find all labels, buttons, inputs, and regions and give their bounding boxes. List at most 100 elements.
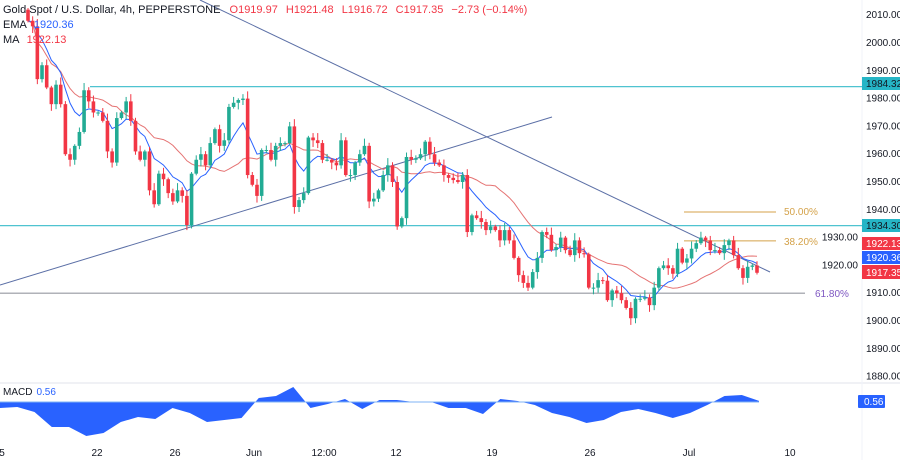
candle-up [386,158,390,182]
candle-down [615,285,619,299]
candle-body [320,143,325,160]
candle-body [699,237,703,244]
candle-down [395,176,399,230]
candle-body [199,154,203,160]
candle-body [643,297,647,299]
candle-down [731,235,736,259]
price-tick-label: 1960.00 [866,149,900,160]
candle-body [713,250,717,252]
ma-tag: 1922.13 [866,239,900,250]
candle-up [558,231,563,253]
candle-up [82,83,86,134]
candle-down [624,297,628,310]
candle-body [273,145,278,160]
candle-up [283,141,287,147]
price-tick-label: 1950.00 [866,177,900,188]
candle-body [315,140,320,144]
symbol-title[interactable]: Gold Spot / U.S. Dollar, 4h, PEPPERSTONE [3,4,221,16]
macd-legend[interactable]: MACD 0.56 [3,387,56,398]
indicator-lines [27,20,758,300]
time-tick-label: 5 [0,448,5,459]
candle-body [105,120,110,152]
legend-ema-row[interactable]: EMA 1920.36 [3,18,532,33]
candle-body [404,156,409,219]
price-tick-label: 1890.00 [866,344,900,355]
chart-legend: Gold Spot / U.S. Dollar, 4h, PEPPERSTONE… [3,3,532,48]
candle-body [442,165,446,176]
candle-up [502,222,507,246]
candle-up [722,239,727,260]
time-tick-label: 12:00 [311,448,336,459]
candle-up [362,138,367,156]
candle-body [661,265,666,269]
time-axis[interactable]: 5 22 26 Jun 12:00 12 19 26 Jul 10 [0,448,796,459]
candle-body [563,237,568,251]
candle-body [306,137,311,194]
candle-down [666,258,671,275]
ma-label: MA [3,34,20,46]
candle-body [343,140,348,176]
candle-down [26,7,30,23]
candle-body [736,255,741,269]
candle-body [629,307,633,319]
candle-body [586,254,591,288]
candle-body [339,140,343,166]
candle-down [185,190,189,231]
candle-down [428,137,432,160]
candle-body [161,173,166,180]
candle-down [456,172,460,184]
candle-body [624,300,628,308]
candle-down [138,145,142,162]
candle-up [675,242,680,278]
candle-down [91,95,96,118]
candle-down [166,177,170,199]
candle-body [96,112,100,114]
candle-body [91,101,96,113]
candle-body [208,143,213,166]
candle-body [470,215,474,233]
candle-up [554,243,558,257]
candle-body [129,101,133,121]
candle-down [334,158,339,171]
price-axis[interactable]: 2010.00 2000.00 1990.00 1980.00 1970.00 1960.… [822,10,900,382]
candle-down [311,133,315,147]
candle-body [418,154,423,159]
candle-body [549,234,554,251]
candle-down [647,294,652,312]
candle-body [414,158,418,160]
candle-down [582,247,586,258]
candle-down [63,101,68,156]
candle-down [367,142,371,209]
candle-body [666,265,671,269]
candle-up [488,220,493,234]
candle-body [114,118,119,163]
candle-down [409,149,413,165]
candle-body [386,165,390,176]
candle-body [582,253,586,255]
candle-body [456,180,460,182]
ema-value: 1920.36 [33,19,74,31]
candle-body [554,247,558,251]
time-tick-label: 10 [784,448,796,459]
candle-up [143,149,147,167]
candle-body [49,87,54,105]
candle-body [498,230,502,241]
candle-up [199,146,203,167]
candle-down [507,227,512,244]
candle-body [367,145,371,202]
candle-up [633,297,638,324]
candle-body [283,143,287,145]
candle-body [264,150,269,152]
candle-body [166,179,170,194]
fib-618-label: 61.80% [815,289,849,300]
legend-ma-row[interactable]: MA 1922.13 [3,33,532,48]
candle-body [203,154,208,166]
candle-body [591,287,596,289]
candle-body [731,240,736,256]
candle-down [343,137,348,177]
candle-up [157,170,161,206]
candle-body [619,293,624,301]
candle-body [727,240,731,246]
candle-body [432,154,437,163]
